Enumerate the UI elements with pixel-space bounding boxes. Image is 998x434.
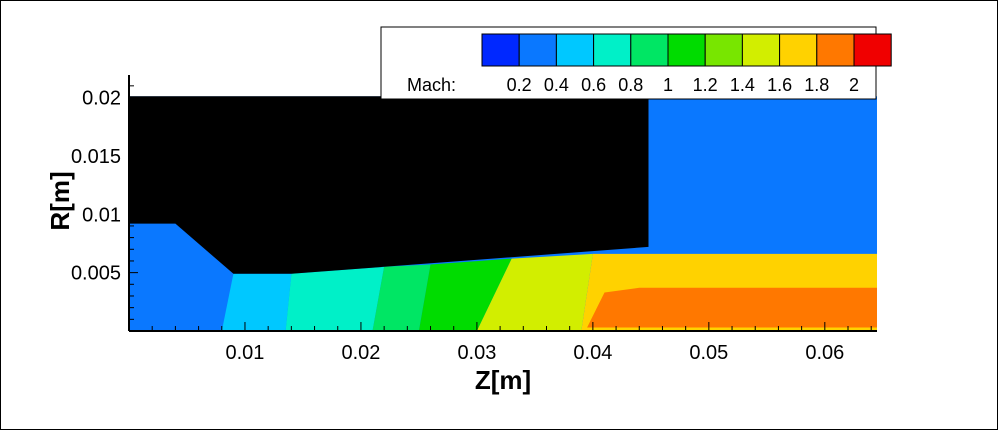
y-tick-label-3: 0.02 bbox=[82, 88, 121, 110]
contour-band-8 bbox=[587, 287, 877, 328]
legend-label-2: 0.6 bbox=[581, 75, 606, 95]
legend-label-7: 1.6 bbox=[767, 75, 792, 95]
contour-band-6 bbox=[476, 253, 593, 331]
x-axis-title: Z[m] bbox=[475, 365, 531, 395]
x-tick-label-1: 0.02 bbox=[341, 342, 380, 364]
legend-swatch-7 bbox=[741, 33, 781, 67]
legend-label-3: 0.8 bbox=[618, 75, 643, 95]
x-tick-label-4: 0.05 bbox=[689, 342, 728, 364]
legend-swatch-10 bbox=[853, 33, 892, 67]
legend-label-1: 0.4 bbox=[544, 75, 569, 95]
contour-band-3 bbox=[285, 266, 385, 331]
legend-label-0: 0.2 bbox=[507, 75, 532, 95]
y-tick-label-2: 0.015 bbox=[71, 146, 121, 168]
legend-swatch-3 bbox=[593, 33, 632, 67]
legend-swatch-1 bbox=[518, 33, 557, 67]
axes: 0.01 0.02 0.03 0.04 0.05 0.06 0.005 0.01 0.015 0.… bbox=[71, 75, 877, 364]
x-tick-label-0: 0.01 bbox=[226, 342, 265, 364]
y-axis-title: R[m] bbox=[45, 171, 75, 230]
legend-swatch-6 bbox=[704, 33, 743, 67]
legend-label-4: 1 bbox=[663, 75, 673, 95]
legend-swatch-9 bbox=[816, 33, 855, 67]
contour-band-4 bbox=[372, 264, 431, 331]
legend-label-9: 2 bbox=[849, 75, 859, 95]
y-tick-label-0: 0.005 bbox=[71, 263, 121, 285]
legend-swatch-2 bbox=[555, 33, 595, 67]
contour-band-2 bbox=[221, 273, 292, 331]
contour-band-1 bbox=[187, 273, 234, 331]
legend-label-8: 1.8 bbox=[804, 75, 829, 95]
y-tick-label-1: 0.01 bbox=[82, 204, 121, 226]
nozzle-body bbox=[129, 96, 649, 274]
legend-swatch-5 bbox=[667, 33, 706, 67]
legend-title: Mach: bbox=[407, 75, 456, 95]
x-tick-label-2: 0.03 bbox=[457, 342, 496, 364]
contour-band-5 bbox=[418, 258, 512, 331]
legend-swatch-4 bbox=[630, 33, 669, 67]
legend-label-5: 1.2 bbox=[693, 75, 718, 95]
legend-swatch-0 bbox=[481, 33, 520, 67]
legend-swatch-8 bbox=[779, 33, 818, 67]
legend: Mach: 0.2 0.4 0.6 0.8 1 1.2 1.4 1.6 1.8 2 bbox=[380, 26, 892, 100]
x-tick-label-3: 0.04 bbox=[573, 342, 612, 364]
x-tick-label-5: 0.06 bbox=[805, 342, 844, 364]
legend-label-6: 1.4 bbox=[730, 75, 755, 95]
plot-area bbox=[129, 96, 877, 332]
